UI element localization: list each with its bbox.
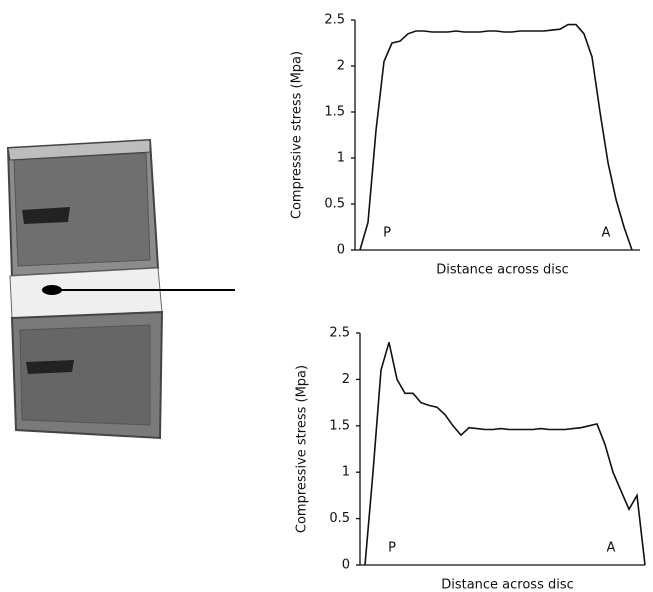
y-tick-label: 2 (342, 372, 350, 387)
y-tick-label: 1.5 (324, 105, 345, 120)
y-tick-label: 2.5 (329, 326, 350, 341)
annotation: P (388, 541, 396, 556)
annotation: P (383, 226, 391, 241)
y-tick-label: 2.5 (324, 13, 345, 28)
spine-illustration (6, 138, 235, 440)
y-tick-label: 0.5 (329, 511, 350, 526)
y-axis-label: Compressive stress (Mpa) (295, 365, 310, 533)
stress-line (364, 342, 646, 566)
x-axis-label: Distance across disc (441, 578, 574, 592)
stress-line (359, 23, 633, 251)
y-tick-label: 1 (342, 465, 350, 480)
y-tick-label: 0.5 (324, 197, 345, 212)
annotation: A (607, 541, 616, 556)
annotation: A (602, 226, 611, 241)
y-tick-label: 0 (337, 243, 345, 258)
y-axis-label: Compressive stress (Mpa) (290, 51, 305, 219)
y-tick-label: 2 (337, 59, 345, 74)
x-axis-label: Distance across disc (436, 263, 569, 278)
y-tick-label: 1 (337, 151, 345, 166)
y-tick-label: 1.5 (329, 418, 350, 433)
y-tick-label: 0 (342, 558, 350, 573)
